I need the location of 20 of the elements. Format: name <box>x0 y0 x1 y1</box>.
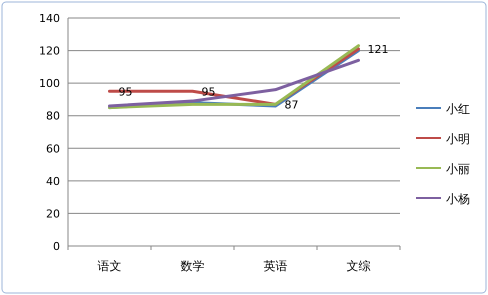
x-tick-label: 语文 <box>98 259 122 273</box>
x-tick-label: 数学 <box>180 259 204 273</box>
legend-label: 小丽 <box>446 162 470 176</box>
data-label: 95 <box>202 85 216 98</box>
x-tick-label: 英语 <box>264 259 288 273</box>
y-tick-label: 80 <box>46 110 60 123</box>
y-tick-label: 40 <box>46 174 60 188</box>
legend-label: 小杨 <box>446 192 470 206</box>
y-tick-label: 20 <box>46 207 60 220</box>
y-tick-label: 100 <box>39 77 60 90</box>
data-label: 95 <box>118 85 132 98</box>
data-label: 87 <box>284 98 298 112</box>
y-tick-label: 140 <box>39 12 60 25</box>
legend-label: 小红 <box>446 102 470 116</box>
x-tick-label: 文综 <box>346 259 370 273</box>
y-tick-label: 60 <box>46 142 60 156</box>
y-tick-label: 0 <box>53 240 60 253</box>
y-tick-label: 120 <box>39 44 60 58</box>
data-label: 121 <box>368 42 388 56</box>
legend-label: 小明 <box>446 132 470 146</box>
